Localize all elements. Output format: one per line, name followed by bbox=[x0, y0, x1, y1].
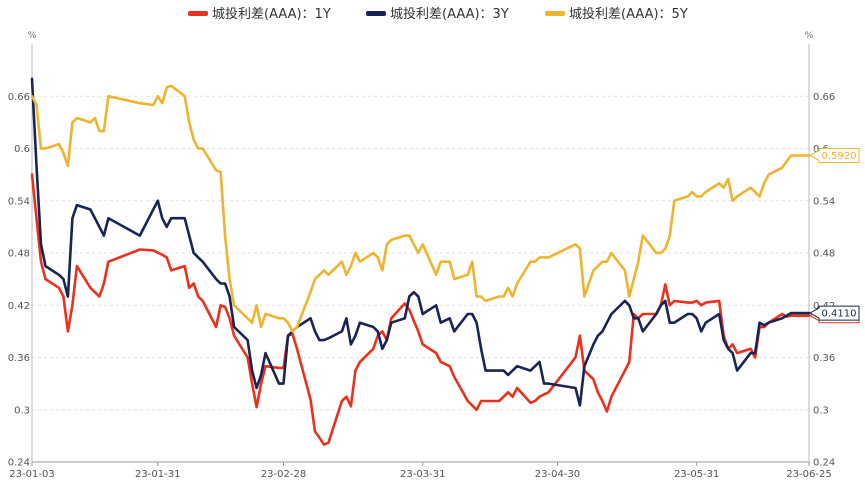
x-tick-label: 23-06-25 bbox=[786, 469, 831, 480]
y-tick-label-right: 0.48 bbox=[813, 249, 835, 260]
y-tick-label-left: 0.42 bbox=[8, 301, 30, 312]
y-tick-label-left: 0.3 bbox=[14, 405, 30, 416]
y-tick-label-left: 0.48 bbox=[8, 249, 30, 260]
y-tick-label-right: 0.3 bbox=[813, 405, 829, 416]
x-tick-label: 23-05-31 bbox=[674, 469, 719, 480]
legend-item-1[interactable]: 城投利差(AAA)：1Y bbox=[188, 6, 331, 22]
y-tick-label-right: 0.36 bbox=[813, 353, 835, 364]
y-axis-unit-right: % bbox=[805, 31, 814, 41]
legend-label: 城投利差(AAA)：5Y bbox=[569, 6, 688, 22]
legend-swatch bbox=[366, 11, 386, 16]
series-line-1 bbox=[30, 173, 811, 446]
callout-box bbox=[808, 147, 860, 163]
legend-label: 城投利差(AAA)：3Y bbox=[390, 6, 509, 22]
x-tick-label: 23-04-30 bbox=[535, 469, 580, 480]
x-tick-label: 23-03-31 bbox=[400, 469, 445, 480]
x-tick-label: 23-01-31 bbox=[135, 469, 180, 480]
legend-swatch bbox=[188, 11, 208, 16]
legend-item-2[interactable]: 城投利差(AAA)：3Y bbox=[366, 6, 509, 22]
axes: 0.240.240.30.30.360.360.420.420.480.480.… bbox=[8, 44, 835, 480]
legend: 城投利差(AAA)：1Y 城投利差(AAA)：3Y 城投利差(AAA)：5Y bbox=[188, 6, 688, 22]
legend-item-3[interactable]: 城投利差(AAA)：5Y bbox=[545, 6, 688, 22]
series-layer bbox=[30, 77, 811, 446]
y-tick-label-left: 0.54 bbox=[8, 196, 30, 207]
y-axis-unit-left: % bbox=[28, 31, 37, 41]
callout-value: 0.4110 bbox=[822, 309, 857, 320]
x-tick-label: 23-02-28 bbox=[261, 469, 306, 480]
callout-box bbox=[808, 305, 860, 321]
series-line-2 bbox=[30, 77, 811, 407]
x-tick-label: 23-01-03 bbox=[9, 469, 54, 480]
grid bbox=[32, 95, 809, 463]
y-tick-label-left: 0.66 bbox=[8, 92, 30, 103]
end-value-callout-3: 0.5920 bbox=[808, 147, 860, 163]
series-line-3 bbox=[30, 84, 811, 333]
y-tick-label-left: 0.6 bbox=[14, 144, 30, 155]
callout-value: 0.5920 bbox=[822, 151, 857, 162]
legend-label: 城投利差(AAA)：1Y bbox=[212, 6, 331, 22]
y-tick-label-right: 0.66 bbox=[813, 92, 835, 103]
y-tick-label-left: 0.36 bbox=[8, 353, 30, 364]
y-tick-label-right: 0.24 bbox=[813, 458, 835, 469]
legend-swatch bbox=[545, 11, 565, 16]
y-tick-label-right: 0.54 bbox=[813, 196, 835, 207]
y-tick-label-left: 0.24 bbox=[8, 458, 30, 469]
end-value-callout-2: 0.4110 bbox=[808, 305, 860, 321]
